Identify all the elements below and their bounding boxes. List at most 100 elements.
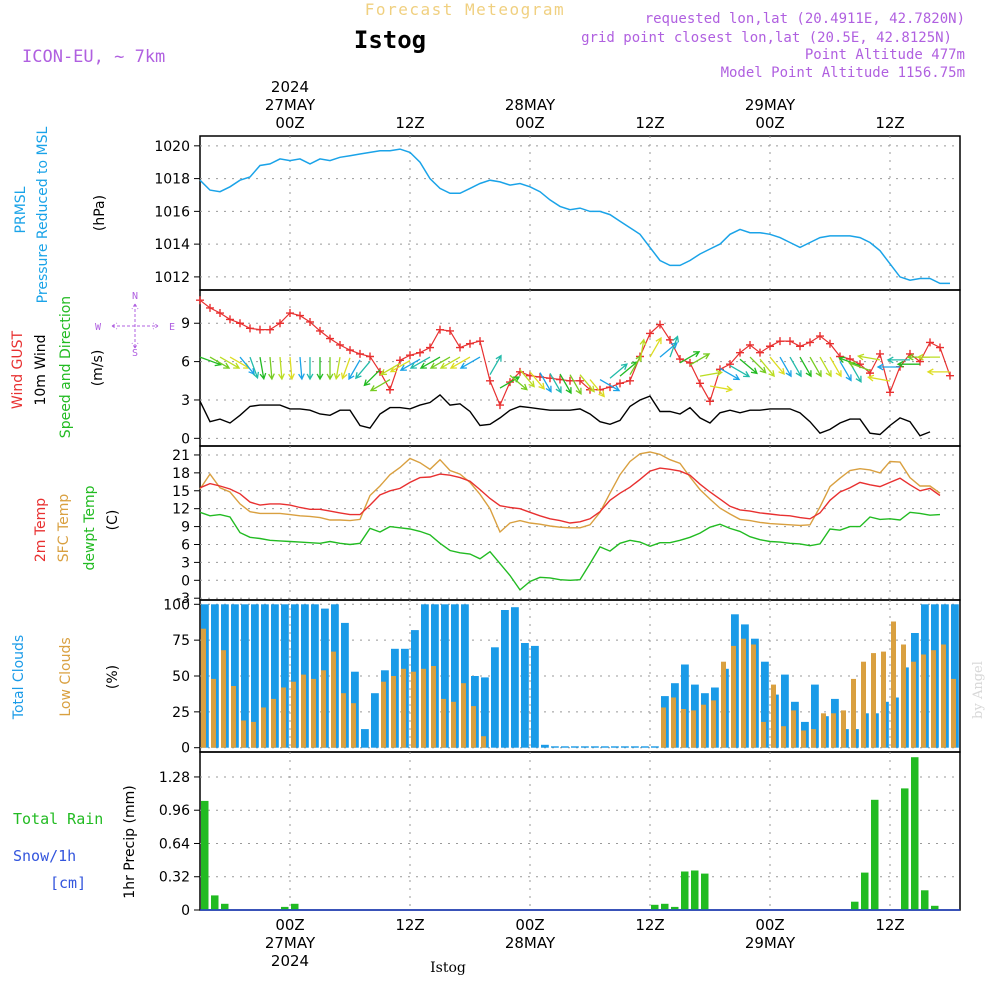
low-cloud-bar [801,730,806,748]
total-cloud-bar [571,746,579,748]
low-cloud-bar [401,668,406,748]
low-cloud-bar [761,721,766,748]
bottom-axis-label: 12Z [875,916,904,934]
bottom-axis-label: 12Z [635,916,664,934]
gust-marker [286,309,294,318]
gust-marker [276,319,284,328]
gust-line [199,299,951,407]
bottom-axis-label: 2024 [271,952,309,970]
low-cloud-bar [691,710,696,748]
low-cloud-bar [661,707,666,748]
low-cloud-bar [881,651,886,748]
compass-e: E [169,322,175,333]
clouds-ytick-label: 75 [172,633,190,649]
gust-marker [796,342,804,351]
wind-label-speed-dir: Speed and Direction [58,296,74,438]
gust-marker [256,325,264,334]
total-cloud-bar [641,746,649,748]
point-altitude: Point Altitude 477m [805,47,965,63]
temp-ytick-label: -3 [176,591,190,607]
wind-direction-arrow [609,363,628,379]
wind-direction-arrow [779,356,792,378]
gust-marker [766,342,774,351]
gust-marker [746,340,754,349]
low-cloud-bar [461,683,466,748]
gust-marker [326,334,334,343]
gust-marker [316,326,324,335]
rain-bar [691,870,699,910]
rain-bar [291,903,299,910]
low-cloud-bar [221,650,226,748]
rain-bar [921,890,929,911]
rain-bar [871,799,879,910]
total-cloud-bar [441,604,449,748]
low-cloud-bar [671,697,676,748]
clouds-ytick-label: 50 [172,669,190,685]
gust-marker [336,340,344,349]
wind-direction-arrow [769,356,785,376]
wind-direction-arrow [848,361,871,372]
low-cloud-bar [391,676,396,748]
wind-direction-arrow [363,369,381,387]
bottom-axis-label: 00Z [755,916,784,934]
low-cloud-bar [301,674,306,748]
wind-direction-arrow [549,372,562,394]
wind-direction-arrow [649,336,662,358]
gust-marker [936,343,944,352]
rain-bar [701,873,709,910]
total-cloud-bar [591,746,599,748]
low-cloud-bar [791,710,796,748]
gust-marker [446,326,454,335]
wind-direction-arrow [819,356,832,378]
low-cloud-bar [281,687,286,748]
wind-direction-arrow [459,356,481,369]
wind-direction-arrow [355,360,371,380]
low-cloud-bar [271,698,276,748]
wind-direction-arrow [439,356,461,369]
low-cloud-bar [921,654,926,748]
low-cloud-bar [451,701,456,748]
gust-marker [216,309,224,318]
wind-ytick-label: 3 [181,393,190,409]
precip-unit: 1hr Precip (mm) [122,785,138,898]
gust-marker [816,332,824,341]
low-cloud-bar [251,721,256,748]
low-cloud-bar [231,686,236,748]
wind-direction-arrow [288,357,295,381]
total-cloud-bar [511,607,519,748]
wind-direction-arrow [209,356,231,369]
temp-label-dewpt: dewpt Temp [82,485,98,570]
pressure-ytick-label: 1016 [154,204,190,220]
wind-direction-arrow [639,338,647,362]
gust-marker [416,348,424,357]
gust-marker [206,303,214,312]
wind-direction-arrow [348,359,361,381]
wind-direction-arrow [539,372,552,393]
wind-direction-arrow [409,356,431,369]
low-cloud-bar [711,700,716,748]
compass-rose: N W E S [95,291,175,359]
total-cloud-bar [261,604,269,748]
temp-label-sfc: SFC Temp [56,494,72,563]
compass-arrows [111,303,159,349]
plots: 101210141016101810200369-303691215182102… [154,135,961,919]
precip-label-rain: Total Rain [13,810,103,828]
rain-bar [201,800,209,910]
total-cloud-bar [621,746,629,748]
gust-marker [226,315,234,324]
wind-direction-arrow [809,356,822,378]
total-cloud-bar [361,729,369,748]
wind-direction-arrow [799,356,812,378]
wind-direction-arrow [749,356,767,374]
gust-marker [946,371,954,380]
bottom-axis-label: 00Z [275,916,304,934]
wind-direction-arrow [249,356,260,380]
clouds-ytick-label: 100 [163,597,190,613]
wind-direction-arrow [838,356,861,367]
rain-bar [911,757,919,910]
wind-direction-arrow [489,354,502,376]
wind-direction-arrow [333,356,341,381]
top-axis-label: 00Z [515,114,544,132]
